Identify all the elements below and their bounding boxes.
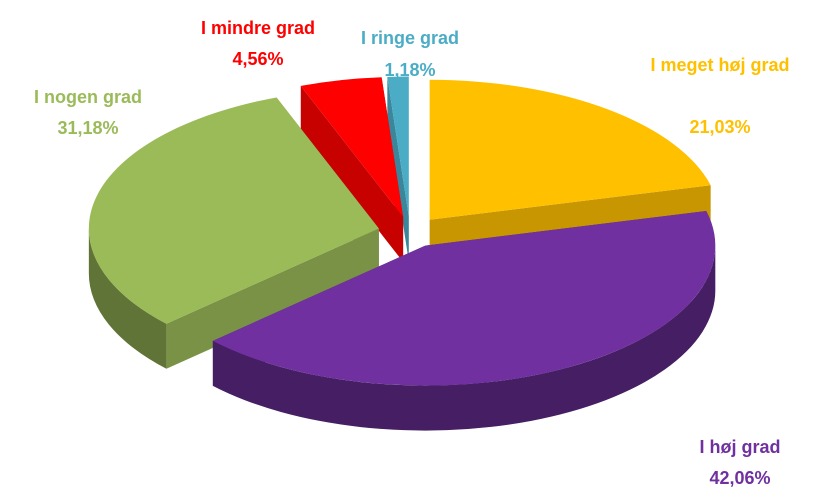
slice: [429, 79, 711, 220]
slice-label: I mindre grad: [200, 18, 316, 38]
slice-side: [88, 228, 167, 369]
slice-label: I ringe grad: [360, 28, 459, 48]
slice: [387, 76, 409, 217]
slice-value-label: 31,18%: [57, 118, 119, 138]
slice: [300, 77, 404, 217]
slice-label: I høj grad: [699, 437, 781, 457]
slice-label: I meget høj grad: [650, 55, 790, 75]
slice-value-label: 42,06%: [709, 468, 771, 488]
slice: [212, 210, 716, 386]
slice-value-label: 1,18%: [384, 60, 436, 80]
slice-cut-face: [300, 85, 404, 262]
slice-cut-face: [387, 76, 409, 262]
slice-value-label: 4,56%: [232, 49, 284, 69]
slice-side: [212, 245, 716, 431]
slice-label: I nogen grad: [34, 87, 142, 107]
slice-value-label: 21,03%: [689, 117, 751, 137]
slice-cut-face: [166, 228, 379, 369]
slice: [88, 97, 379, 324]
